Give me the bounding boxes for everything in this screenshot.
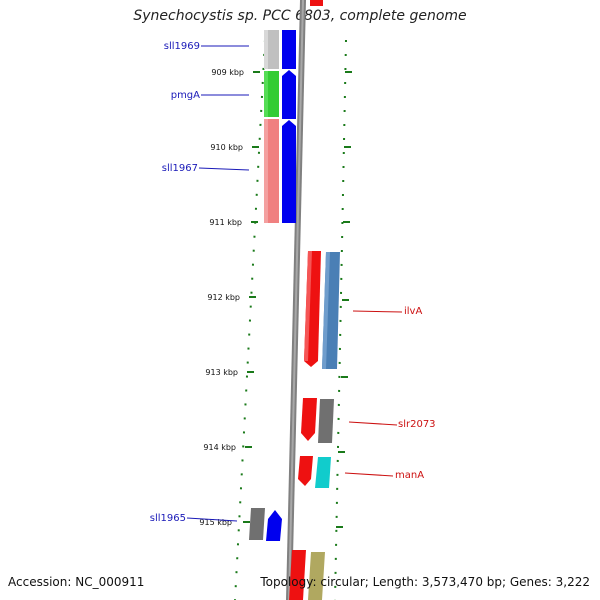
- gene-feature-sll1965: [266, 510, 282, 541]
- gene-feature-sll1967-shade: [264, 119, 268, 223]
- gene-feature-manA: [298, 456, 313, 486]
- label-connector: [186, 517, 238, 522]
- gene-feature-ilvA-shade: [304, 251, 312, 361]
- gene-feature: [318, 399, 334, 443]
- tick-label: 912 kbp: [207, 293, 240, 302]
- right-tick-rail: [334, 39, 347, 600]
- tick-label: 909 kbp: [211, 68, 244, 77]
- tick-label: 910 kbp: [210, 143, 243, 152]
- gene-label-slr2073[interactable]: slr2073: [398, 419, 436, 430]
- tick-label: 914 kbp: [203, 443, 236, 452]
- tick-label: 915 kbp: [199, 518, 232, 527]
- label-connector: [352, 310, 403, 313]
- gene-label-manA[interactable]: manA: [395, 470, 424, 481]
- gene-feature-shade: [322, 252, 330, 369]
- gene-feature: [308, 552, 325, 600]
- gene-feature-pmgA-shade: [264, 71, 268, 117]
- tick-label: 913 kbp: [205, 368, 238, 377]
- gene-label-ilvA[interactable]: ilvA: [404, 306, 422, 317]
- tick-label: 911 kbp: [209, 218, 242, 227]
- gene-feature-slr2073: [301, 398, 317, 441]
- gene-feature: [282, 120, 296, 223]
- label-connector: [344, 472, 394, 477]
- topology-text: Topology: circular; Length: 3,573,470 bp…: [260, 575, 590, 589]
- accession-text: Accession: NC_000911: [8, 575, 145, 589]
- gene-feature-sll1969-shade: [264, 30, 268, 69]
- left-tick-rail: [234, 39, 266, 600]
- gene-label-sll1967[interactable]: sll1967: [162, 163, 198, 174]
- label-connector: [348, 421, 398, 426]
- label-connector: [198, 167, 250, 171]
- genome-backbone-highlight: [288, 0, 304, 600]
- gene-label-sll1969[interactable]: sll1969: [164, 41, 200, 52]
- gene-label-sll1965[interactable]: sll1965: [150, 513, 186, 524]
- gene-label-pmgA[interactable]: pmgA: [171, 90, 200, 101]
- gene-feature: [282, 30, 296, 69]
- gene-feature: [282, 70, 296, 119]
- gene-feature: [249, 508, 265, 540]
- gene-feature: [289, 550, 306, 600]
- gene-feature: [310, 0, 323, 6]
- gene-feature: [315, 457, 331, 488]
